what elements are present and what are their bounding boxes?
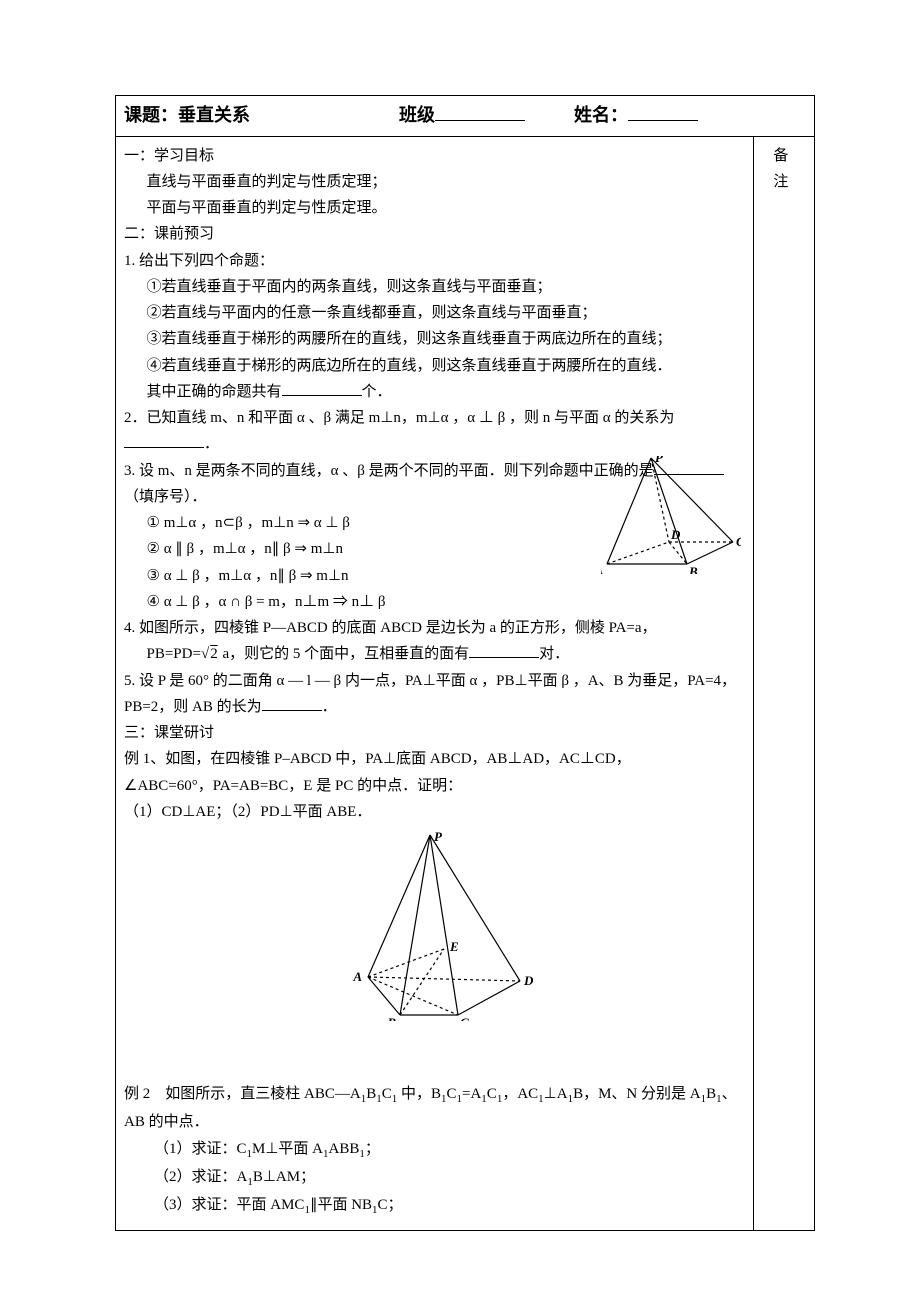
- svg-text:C: C: [460, 1015, 469, 1021]
- q1-blank[interactable]: [282, 380, 362, 396]
- q1-opt4: ④若直线垂直于梯形的两底边所在的直线，则这条直线垂直于两腰所在的直线．: [124, 353, 745, 379]
- q1-opt1: ①若直线垂直于平面内的两条直线，则这条直线与平面垂直；: [124, 274, 745, 300]
- q5-b: ．: [322, 699, 337, 715]
- q4-sqrt: √2: [201, 646, 219, 662]
- e1-c: （1）CD⊥AE；（2）PD⊥平面 ABE．: [124, 799, 745, 825]
- q5-blank[interactable]: [262, 695, 322, 711]
- e1-a: 例 1、如图，在四棱锥 P–ABCD 中，PA⊥底面 ABCD，AB⊥AD，AC…: [124, 746, 745, 772]
- svg-text:A: A: [601, 562, 603, 574]
- q4-b3: 对．: [539, 646, 569, 662]
- q5-a: 5. 设 P 是 60° 的二面角 α — l — β 内一点，PA⊥平面 α …: [124, 673, 736, 715]
- svg-text:C: C: [736, 534, 741, 549]
- e1-b: ∠ABC=60°，PA=AB=BC，E 是 PC 的中点．证明：: [124, 773, 745, 799]
- s1-line2: 平面与平面垂直的判定与性质定理。: [124, 195, 745, 221]
- topic-title: 课题：垂直关系: [124, 105, 250, 125]
- q1-tail-a: 其中正确的命题共有: [147, 384, 282, 400]
- title-bar: 课题：垂直关系 班级 姓名：: [116, 96, 814, 137]
- svg-text:D: D: [523, 973, 534, 988]
- q2-tail: ．: [204, 436, 219, 452]
- q4-blank[interactable]: [469, 642, 539, 658]
- worksheet-frame: 课题：垂直关系 班级 姓名： 一：学习目标 直线与平面垂直的判定与性质定理； 平…: [115, 95, 815, 1231]
- name-blank[interactable]: [628, 102, 698, 121]
- notes-column: 备 注: [754, 137, 814, 1231]
- q4-b1: PB=PD=: [147, 646, 201, 662]
- notes-label: 备 注: [760, 143, 808, 196]
- svg-text:A: A: [353, 969, 363, 984]
- q3-a: 3. 设 m、n 是两条不同的直线，α 、β 是两个不同的平面．则下列命题中正确…: [124, 463, 654, 479]
- q2: 2．已知直线 m、n 和平面 α 、β 满足 m⊥n，m⊥α ，α ⊥ β ，则…: [124, 405, 745, 458]
- figure-pyramid-2: P A B C D E: [334, 831, 534, 1021]
- name-label: 姓名：: [574, 105, 628, 125]
- svg-text:E: E: [449, 939, 459, 954]
- q2-blank[interactable]: [124, 432, 204, 448]
- q3-b: （填序号）．: [124, 489, 207, 505]
- e2-p1: （1）求证：C1M⊥平面 A1ABB1；: [124, 1136, 745, 1164]
- main-content: 一：学习目标 直线与平面垂直的判定与性质定理； 平面与平面垂直的判定与性质定理。…: [116, 137, 754, 1231]
- e2-p2: （2）求证：A1B⊥AM；: [124, 1164, 745, 1192]
- class-label: 班级: [399, 105, 435, 125]
- e2-p3: （3）求证：平面 AMC1∥平面 NB1C；: [124, 1192, 745, 1220]
- svg-text:D: D: [670, 527, 681, 542]
- s1-line1: 直线与平面垂直的判定与性质定理；: [124, 169, 745, 195]
- svg-text:B: B: [387, 1015, 397, 1021]
- spacer: [124, 1021, 745, 1081]
- section3-title: 三：课堂研讨: [124, 720, 745, 746]
- q4-line2: PB=PD=√2 a，则它的 5 个面中，互相垂直的面有 对．: [124, 641, 745, 667]
- class-blank[interactable]: [435, 102, 525, 121]
- section1-title: 一：学习目标: [124, 143, 745, 169]
- q1-tail: 其中正确的命题共有 个．: [124, 379, 745, 405]
- q1-tail-b: 个．: [362, 384, 392, 400]
- figure-pyramid-1: P A B C D: [601, 456, 741, 574]
- q4-b2: a，则它的 5 个面中，互相垂直的面有: [219, 646, 469, 662]
- q1-opt2: ②若直线与平面内的任意一条直线都垂直，则这条直线与平面垂直；: [124, 300, 745, 326]
- q3-opt4: ④ α ⊥ β ，α ∩ β = m，n⊥m ⇒ n⊥ β: [124, 589, 745, 615]
- svg-text:B: B: [688, 564, 698, 574]
- q4-line1: 4. 如图所示，四棱锥 P—ABCD 的底面 ABCD 是边长为 a 的正方形，…: [124, 615, 745, 641]
- svg-text:P: P: [655, 456, 664, 465]
- q1-opt3: ③若直线垂直于梯形的两腰所在的直线，则这条直线垂直于两底边所在的直线；: [124, 326, 745, 352]
- section2-title: 二：课前预习: [124, 221, 745, 247]
- q5: 5. 设 P 是 60° 的二面角 α — l — β 内一点，PA⊥平面 α …: [124, 668, 745, 721]
- q2-text: 2．已知直线 m、n 和平面 α 、β 满足 m⊥n，m⊥α ，α ⊥ β ，则…: [124, 410, 674, 426]
- e2-head: 例 2 如图所示，直三棱柱 ABC—A1B1C1 中，B1C1=A1C1，AC1…: [124, 1081, 745, 1136]
- q1-head: 1. 给出下列四个命题：: [124, 248, 745, 274]
- q3-block: P A B C D 3. 设 m、n 是两条不同的直线，α 、β 是两个不同的平面．则下…: [124, 458, 745, 616]
- svg-text:P: P: [434, 831, 443, 844]
